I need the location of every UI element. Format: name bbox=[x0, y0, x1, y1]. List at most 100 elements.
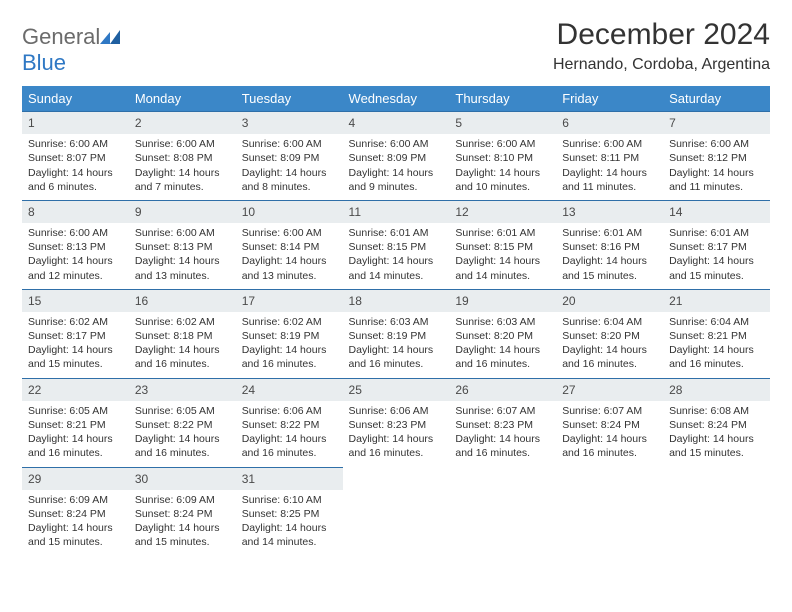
day-number: 20 bbox=[556, 289, 663, 312]
calendar-cell: 8Sunrise: 6:00 AMSunset: 8:13 PMDaylight… bbox=[22, 200, 129, 289]
day-number: 1 bbox=[22, 111, 129, 134]
sunset-line: Sunset: 8:23 PM bbox=[455, 418, 550, 432]
day-number: 29 bbox=[22, 467, 129, 490]
sunset-line: Sunset: 8:23 PM bbox=[349, 418, 444, 432]
day-body: Sunrise: 6:00 AMSunset: 8:12 PMDaylight:… bbox=[663, 134, 770, 200]
day-body: Sunrise: 6:10 AMSunset: 8:25 PMDaylight:… bbox=[236, 490, 343, 556]
day-body: Sunrise: 6:00 AMSunset: 8:09 PMDaylight:… bbox=[343, 134, 450, 200]
sunset-line: Sunset: 8:15 PM bbox=[455, 240, 550, 254]
day-body: Sunrise: 6:04 AMSunset: 8:20 PMDaylight:… bbox=[556, 312, 663, 378]
sunrise-line: Sunrise: 6:00 AM bbox=[28, 226, 123, 240]
sunrise-line: Sunrise: 6:03 AM bbox=[349, 315, 444, 329]
sunrise-line: Sunrise: 6:00 AM bbox=[28, 137, 123, 151]
day-number: 22 bbox=[22, 378, 129, 401]
sunrise-line: Sunrise: 6:08 AM bbox=[669, 404, 764, 418]
calendar-cell: 25Sunrise: 6:06 AMSunset: 8:23 PMDayligh… bbox=[343, 378, 450, 467]
sunrise-line: Sunrise: 6:05 AM bbox=[135, 404, 230, 418]
calendar-cell: 17Sunrise: 6:02 AMSunset: 8:19 PMDayligh… bbox=[236, 289, 343, 378]
sunrise-line: Sunrise: 6:05 AM bbox=[28, 404, 123, 418]
calendar-cell: 15Sunrise: 6:02 AMSunset: 8:17 PMDayligh… bbox=[22, 289, 129, 378]
daylight-line: Daylight: 14 hours and 16 minutes. bbox=[455, 343, 550, 371]
daylight-line: Daylight: 14 hours and 16 minutes. bbox=[28, 432, 123, 460]
day-body: Sunrise: 6:02 AMSunset: 8:18 PMDaylight:… bbox=[129, 312, 236, 378]
sunset-line: Sunset: 8:17 PM bbox=[28, 329, 123, 343]
day-number: 16 bbox=[129, 289, 236, 312]
daylight-line: Daylight: 14 hours and 14 minutes. bbox=[455, 254, 550, 282]
day-number: 12 bbox=[449, 200, 556, 223]
sunset-line: Sunset: 8:25 PM bbox=[242, 507, 337, 521]
sunset-line: Sunset: 8:09 PM bbox=[242, 151, 337, 165]
weekday-header: Wednesday bbox=[343, 86, 450, 111]
calendar-cell: 4Sunrise: 6:00 AMSunset: 8:09 PMDaylight… bbox=[343, 111, 450, 200]
sunrise-line: Sunrise: 6:09 AM bbox=[28, 493, 123, 507]
calendar-cell: 13Sunrise: 6:01 AMSunset: 8:16 PMDayligh… bbox=[556, 200, 663, 289]
weekday-header: Thursday bbox=[449, 86, 556, 111]
daylight-line: Daylight: 14 hours and 16 minutes. bbox=[242, 343, 337, 371]
day-number: 7 bbox=[663, 111, 770, 134]
day-body: Sunrise: 6:00 AMSunset: 8:08 PMDaylight:… bbox=[129, 134, 236, 200]
day-body: Sunrise: 6:08 AMSunset: 8:24 PMDaylight:… bbox=[663, 401, 770, 467]
daylight-line: Daylight: 14 hours and 15 minutes. bbox=[135, 521, 230, 549]
day-number: 5 bbox=[449, 111, 556, 134]
sunset-line: Sunset: 8:22 PM bbox=[135, 418, 230, 432]
daylight-line: Daylight: 14 hours and 15 minutes. bbox=[28, 343, 123, 371]
day-number: 27 bbox=[556, 378, 663, 401]
day-body: Sunrise: 6:09 AMSunset: 8:24 PMDaylight:… bbox=[22, 490, 129, 556]
day-body: Sunrise: 6:01 AMSunset: 8:17 PMDaylight:… bbox=[663, 223, 770, 289]
calendar-cell: 14Sunrise: 6:01 AMSunset: 8:17 PMDayligh… bbox=[663, 200, 770, 289]
daylight-line: Daylight: 14 hours and 16 minutes. bbox=[562, 432, 657, 460]
day-number: 10 bbox=[236, 200, 343, 223]
weekday-header: Sunday bbox=[22, 86, 129, 111]
sunset-line: Sunset: 8:24 PM bbox=[562, 418, 657, 432]
daylight-line: Daylight: 14 hours and 16 minutes. bbox=[349, 432, 444, 460]
day-body: Sunrise: 6:02 AMSunset: 8:17 PMDaylight:… bbox=[22, 312, 129, 378]
daylight-line: Daylight: 14 hours and 16 minutes. bbox=[135, 432, 230, 460]
logo: General Blue bbox=[22, 18, 120, 76]
day-body: Sunrise: 6:00 AMSunset: 8:13 PMDaylight:… bbox=[129, 223, 236, 289]
sunset-line: Sunset: 8:16 PM bbox=[562, 240, 657, 254]
weekday-header: Friday bbox=[556, 86, 663, 111]
day-number: 11 bbox=[343, 200, 450, 223]
daylight-line: Daylight: 14 hours and 16 minutes. bbox=[562, 343, 657, 371]
day-number: 21 bbox=[663, 289, 770, 312]
sunrise-line: Sunrise: 6:01 AM bbox=[669, 226, 764, 240]
day-number: 18 bbox=[343, 289, 450, 312]
day-number: 31 bbox=[236, 467, 343, 490]
calendar-cell bbox=[556, 467, 663, 556]
calendar-table: Sunday Monday Tuesday Wednesday Thursday… bbox=[22, 86, 770, 555]
calendar-cell: 6Sunrise: 6:00 AMSunset: 8:11 PMDaylight… bbox=[556, 111, 663, 200]
sunset-line: Sunset: 8:20 PM bbox=[455, 329, 550, 343]
daylight-line: Daylight: 14 hours and 11 minutes. bbox=[562, 166, 657, 194]
calendar-cell bbox=[343, 467, 450, 556]
calendar-cell: 9Sunrise: 6:00 AMSunset: 8:13 PMDaylight… bbox=[129, 200, 236, 289]
sunset-line: Sunset: 8:24 PM bbox=[28, 507, 123, 521]
calendar-cell: 28Sunrise: 6:08 AMSunset: 8:24 PMDayligh… bbox=[663, 378, 770, 467]
day-number: 6 bbox=[556, 111, 663, 134]
calendar-row: 8Sunrise: 6:00 AMSunset: 8:13 PMDaylight… bbox=[22, 200, 770, 289]
sunrise-line: Sunrise: 6:06 AM bbox=[349, 404, 444, 418]
daylight-line: Daylight: 14 hours and 6 minutes. bbox=[28, 166, 123, 194]
day-body: Sunrise: 6:01 AMSunset: 8:15 PMDaylight:… bbox=[343, 223, 450, 289]
sunset-line: Sunset: 8:09 PM bbox=[349, 151, 444, 165]
day-body: Sunrise: 6:05 AMSunset: 8:21 PMDaylight:… bbox=[22, 401, 129, 467]
weekday-header: Monday bbox=[129, 86, 236, 111]
sunset-line: Sunset: 8:19 PM bbox=[242, 329, 337, 343]
day-number: 24 bbox=[236, 378, 343, 401]
sunset-line: Sunset: 8:14 PM bbox=[242, 240, 337, 254]
sunrise-line: Sunrise: 6:02 AM bbox=[28, 315, 123, 329]
sunset-line: Sunset: 8:24 PM bbox=[669, 418, 764, 432]
day-number: 2 bbox=[129, 111, 236, 134]
day-number: 3 bbox=[236, 111, 343, 134]
daylight-line: Daylight: 14 hours and 14 minutes. bbox=[349, 254, 444, 282]
calendar-cell: 3Sunrise: 6:00 AMSunset: 8:09 PMDaylight… bbox=[236, 111, 343, 200]
sunset-line: Sunset: 8:13 PM bbox=[135, 240, 230, 254]
daylight-line: Daylight: 14 hours and 15 minutes. bbox=[669, 432, 764, 460]
day-body: Sunrise: 6:00 AMSunset: 8:14 PMDaylight:… bbox=[236, 223, 343, 289]
daylight-line: Daylight: 14 hours and 8 minutes. bbox=[242, 166, 337, 194]
calendar-cell: 26Sunrise: 6:07 AMSunset: 8:23 PMDayligh… bbox=[449, 378, 556, 467]
sunrise-line: Sunrise: 6:01 AM bbox=[455, 226, 550, 240]
day-body: Sunrise: 6:06 AMSunset: 8:22 PMDaylight:… bbox=[236, 401, 343, 467]
sunset-line: Sunset: 8:17 PM bbox=[669, 240, 764, 254]
daylight-line: Daylight: 14 hours and 11 minutes. bbox=[669, 166, 764, 194]
sunrise-line: Sunrise: 6:00 AM bbox=[455, 137, 550, 151]
